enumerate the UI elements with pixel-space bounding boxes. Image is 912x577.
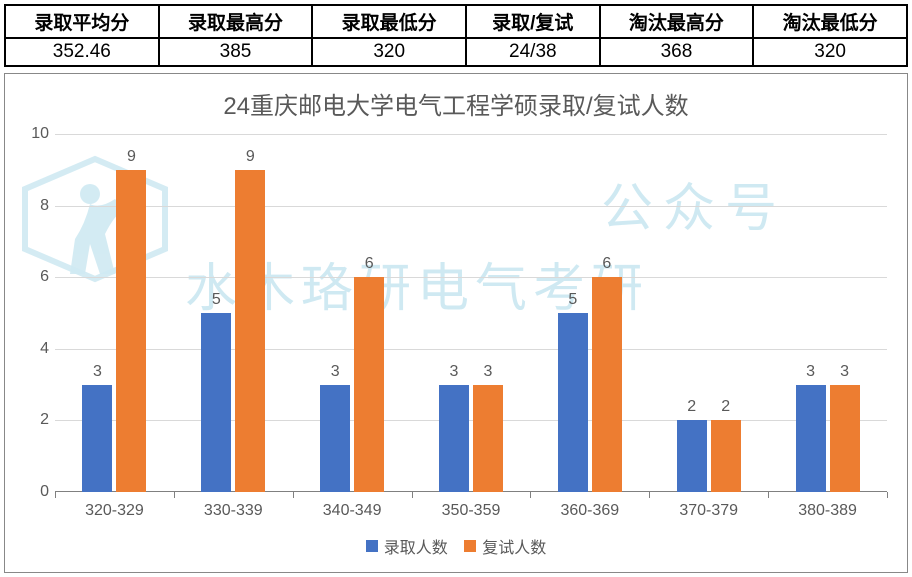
bar: 2 (677, 420, 707, 492)
table-cell: 320 (753, 38, 907, 66)
bar: 5 (201, 313, 231, 492)
table-cell: 320 (312, 38, 466, 66)
bar: 3 (320, 385, 350, 492)
table-header-row: 录取平均分 录取最高分 录取最低分 录取/复试 淘汰最高分 淘汰最低分 (5, 5, 907, 38)
bar-data-label: 2 (687, 398, 696, 416)
bar: 3 (439, 385, 469, 492)
bar: 3 (796, 385, 826, 492)
grid-line (55, 349, 887, 350)
legend-item: 录取人数 (366, 534, 448, 558)
y-axis-label: 8 (25, 197, 49, 215)
table-header: 录取最低分 (312, 5, 466, 38)
table-header: 录取平均分 (5, 5, 159, 38)
x-tick (55, 492, 56, 498)
x-axis-label: 360-369 (560, 502, 619, 520)
chart-title: 24重庆邮电大学电气工程学硕录取/复试人数 (5, 86, 907, 121)
table-header: 录取最高分 (159, 5, 313, 38)
bar-data-label: 9 (246, 148, 255, 166)
x-axis-label: 350-359 (442, 502, 501, 520)
x-axis-label: 320-329 (85, 502, 144, 520)
table-cell: 385 (159, 38, 313, 66)
x-tick (530, 492, 531, 498)
grid-line (55, 277, 887, 278)
table-cell: 352.46 (5, 38, 159, 66)
table-header: 淘汰最低分 (753, 5, 907, 38)
x-axis-label: 370-379 (679, 502, 738, 520)
bar-data-label: 3 (450, 363, 459, 381)
table-header: 录取/复试 (466, 5, 600, 38)
grid-line (55, 420, 887, 421)
x-axis-line (55, 491, 887, 492)
x-tick (174, 492, 175, 498)
bar-data-label: 9 (127, 148, 136, 166)
grid-line (55, 134, 887, 135)
bar: 2 (711, 420, 741, 492)
bar: 6 (354, 277, 384, 492)
table-data-row: 352.46 385 320 24/38 368 320 (5, 38, 907, 66)
bar-data-label: 5 (212, 291, 221, 309)
bar: 9 (235, 170, 265, 492)
summary-table: 录取平均分 录取最高分 录取最低分 录取/复试 淘汰最高分 淘汰最低分 352.… (4, 4, 908, 67)
bar-data-label: 2 (721, 398, 730, 416)
y-axis-label: 4 (25, 340, 49, 358)
bar-data-label: 3 (806, 363, 815, 381)
bar: 3 (830, 385, 860, 492)
x-tick (412, 492, 413, 498)
legend-swatch (366, 540, 378, 552)
x-axis-label: 330-339 (204, 502, 263, 520)
bar: 3 (82, 385, 112, 492)
bar: 6 (592, 277, 622, 492)
legend-item: 复试人数 (464, 534, 546, 558)
y-axis-label: 6 (25, 268, 49, 286)
bar: 9 (116, 170, 146, 492)
x-tick (293, 492, 294, 498)
y-axis-label: 10 (25, 125, 49, 143)
bar-data-label: 6 (602, 255, 611, 273)
table-cell: 24/38 (466, 38, 600, 66)
table-cell: 368 (600, 38, 754, 66)
x-tick (768, 492, 769, 498)
y-axis-label: 0 (25, 483, 49, 501)
chart-legend: 录取人数 复试人数 (5, 534, 907, 558)
legend-label: 复试人数 (482, 534, 546, 558)
bar-chart: 24重庆邮电大学电气工程学硕录取/复试人数 公众号 水木珞研电气考研 02468… (4, 73, 908, 573)
bar-data-label: 5 (568, 291, 577, 309)
bar: 3 (473, 385, 503, 492)
legend-swatch (464, 540, 476, 552)
bar-data-label: 6 (365, 255, 374, 273)
bar: 5 (558, 313, 588, 492)
grid-line (55, 206, 887, 207)
bar-data-label: 3 (331, 363, 340, 381)
x-tick (887, 492, 888, 498)
legend-label: 录取人数 (384, 534, 448, 558)
x-axis-label: 340-349 (323, 502, 382, 520)
bar-data-label: 3 (840, 363, 849, 381)
y-axis-label: 2 (25, 411, 49, 429)
plot-area: 0246810320-32939330-33959340-34936350-35… (55, 134, 887, 492)
x-tick (649, 492, 650, 498)
table-header: 淘汰最高分 (600, 5, 754, 38)
bar-data-label: 3 (484, 363, 493, 381)
x-axis-label: 380-389 (798, 502, 857, 520)
bar-data-label: 3 (93, 363, 102, 381)
